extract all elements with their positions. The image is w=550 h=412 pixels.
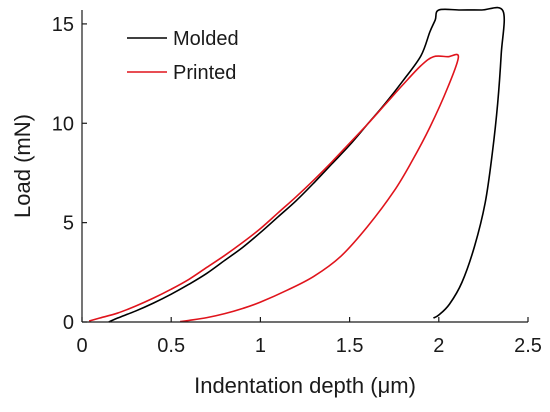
x-tick-label: 2.5 bbox=[514, 335, 542, 357]
plot-area bbox=[88, 6, 506, 323]
y-tick-label: 10 bbox=[52, 113, 74, 135]
x-tick-label: 1 bbox=[255, 335, 266, 357]
y-tick-label: 5 bbox=[63, 213, 74, 235]
y-axis-ticks: 0 5 10 15 bbox=[52, 14, 87, 334]
legend-label-printed: Printed bbox=[173, 62, 236, 84]
legend-label-molded: Molded bbox=[173, 28, 239, 50]
legend: Molded Printed bbox=[127, 28, 239, 84]
x-axis-title: Indentation depth (μm) bbox=[194, 373, 416, 398]
y-tick-label: 0 bbox=[63, 312, 74, 334]
x-tick-label: 0 bbox=[76, 335, 87, 357]
series-printed-line bbox=[88, 53, 460, 323]
x-axis-ticks: 0 0.5 1 1.5 2 2.5 bbox=[76, 317, 542, 357]
x-tick-label: 0.5 bbox=[157, 335, 185, 357]
series-molded-line bbox=[108, 6, 506, 323]
y-axis-title: Load (mN) bbox=[10, 114, 35, 218]
y-tick-label: 15 bbox=[52, 14, 74, 36]
x-tick-label: 2 bbox=[433, 335, 444, 357]
x-tick-label: 1.5 bbox=[336, 335, 364, 357]
